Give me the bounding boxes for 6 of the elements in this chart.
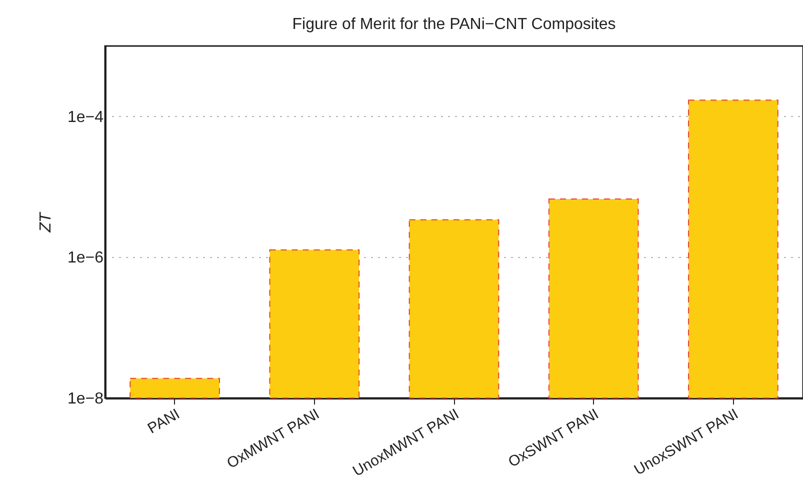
chart-title: Figure of Merit for the PANi−CNT Composites xyxy=(292,16,616,33)
y-tick-label: 1e−4 xyxy=(67,108,104,126)
y-axis-title: ZT xyxy=(37,212,54,234)
y-tick-label: 1e−6 xyxy=(67,250,104,267)
y-tick-label: 1e−8 xyxy=(67,390,104,408)
x-tick-label: PANI xyxy=(144,406,183,438)
